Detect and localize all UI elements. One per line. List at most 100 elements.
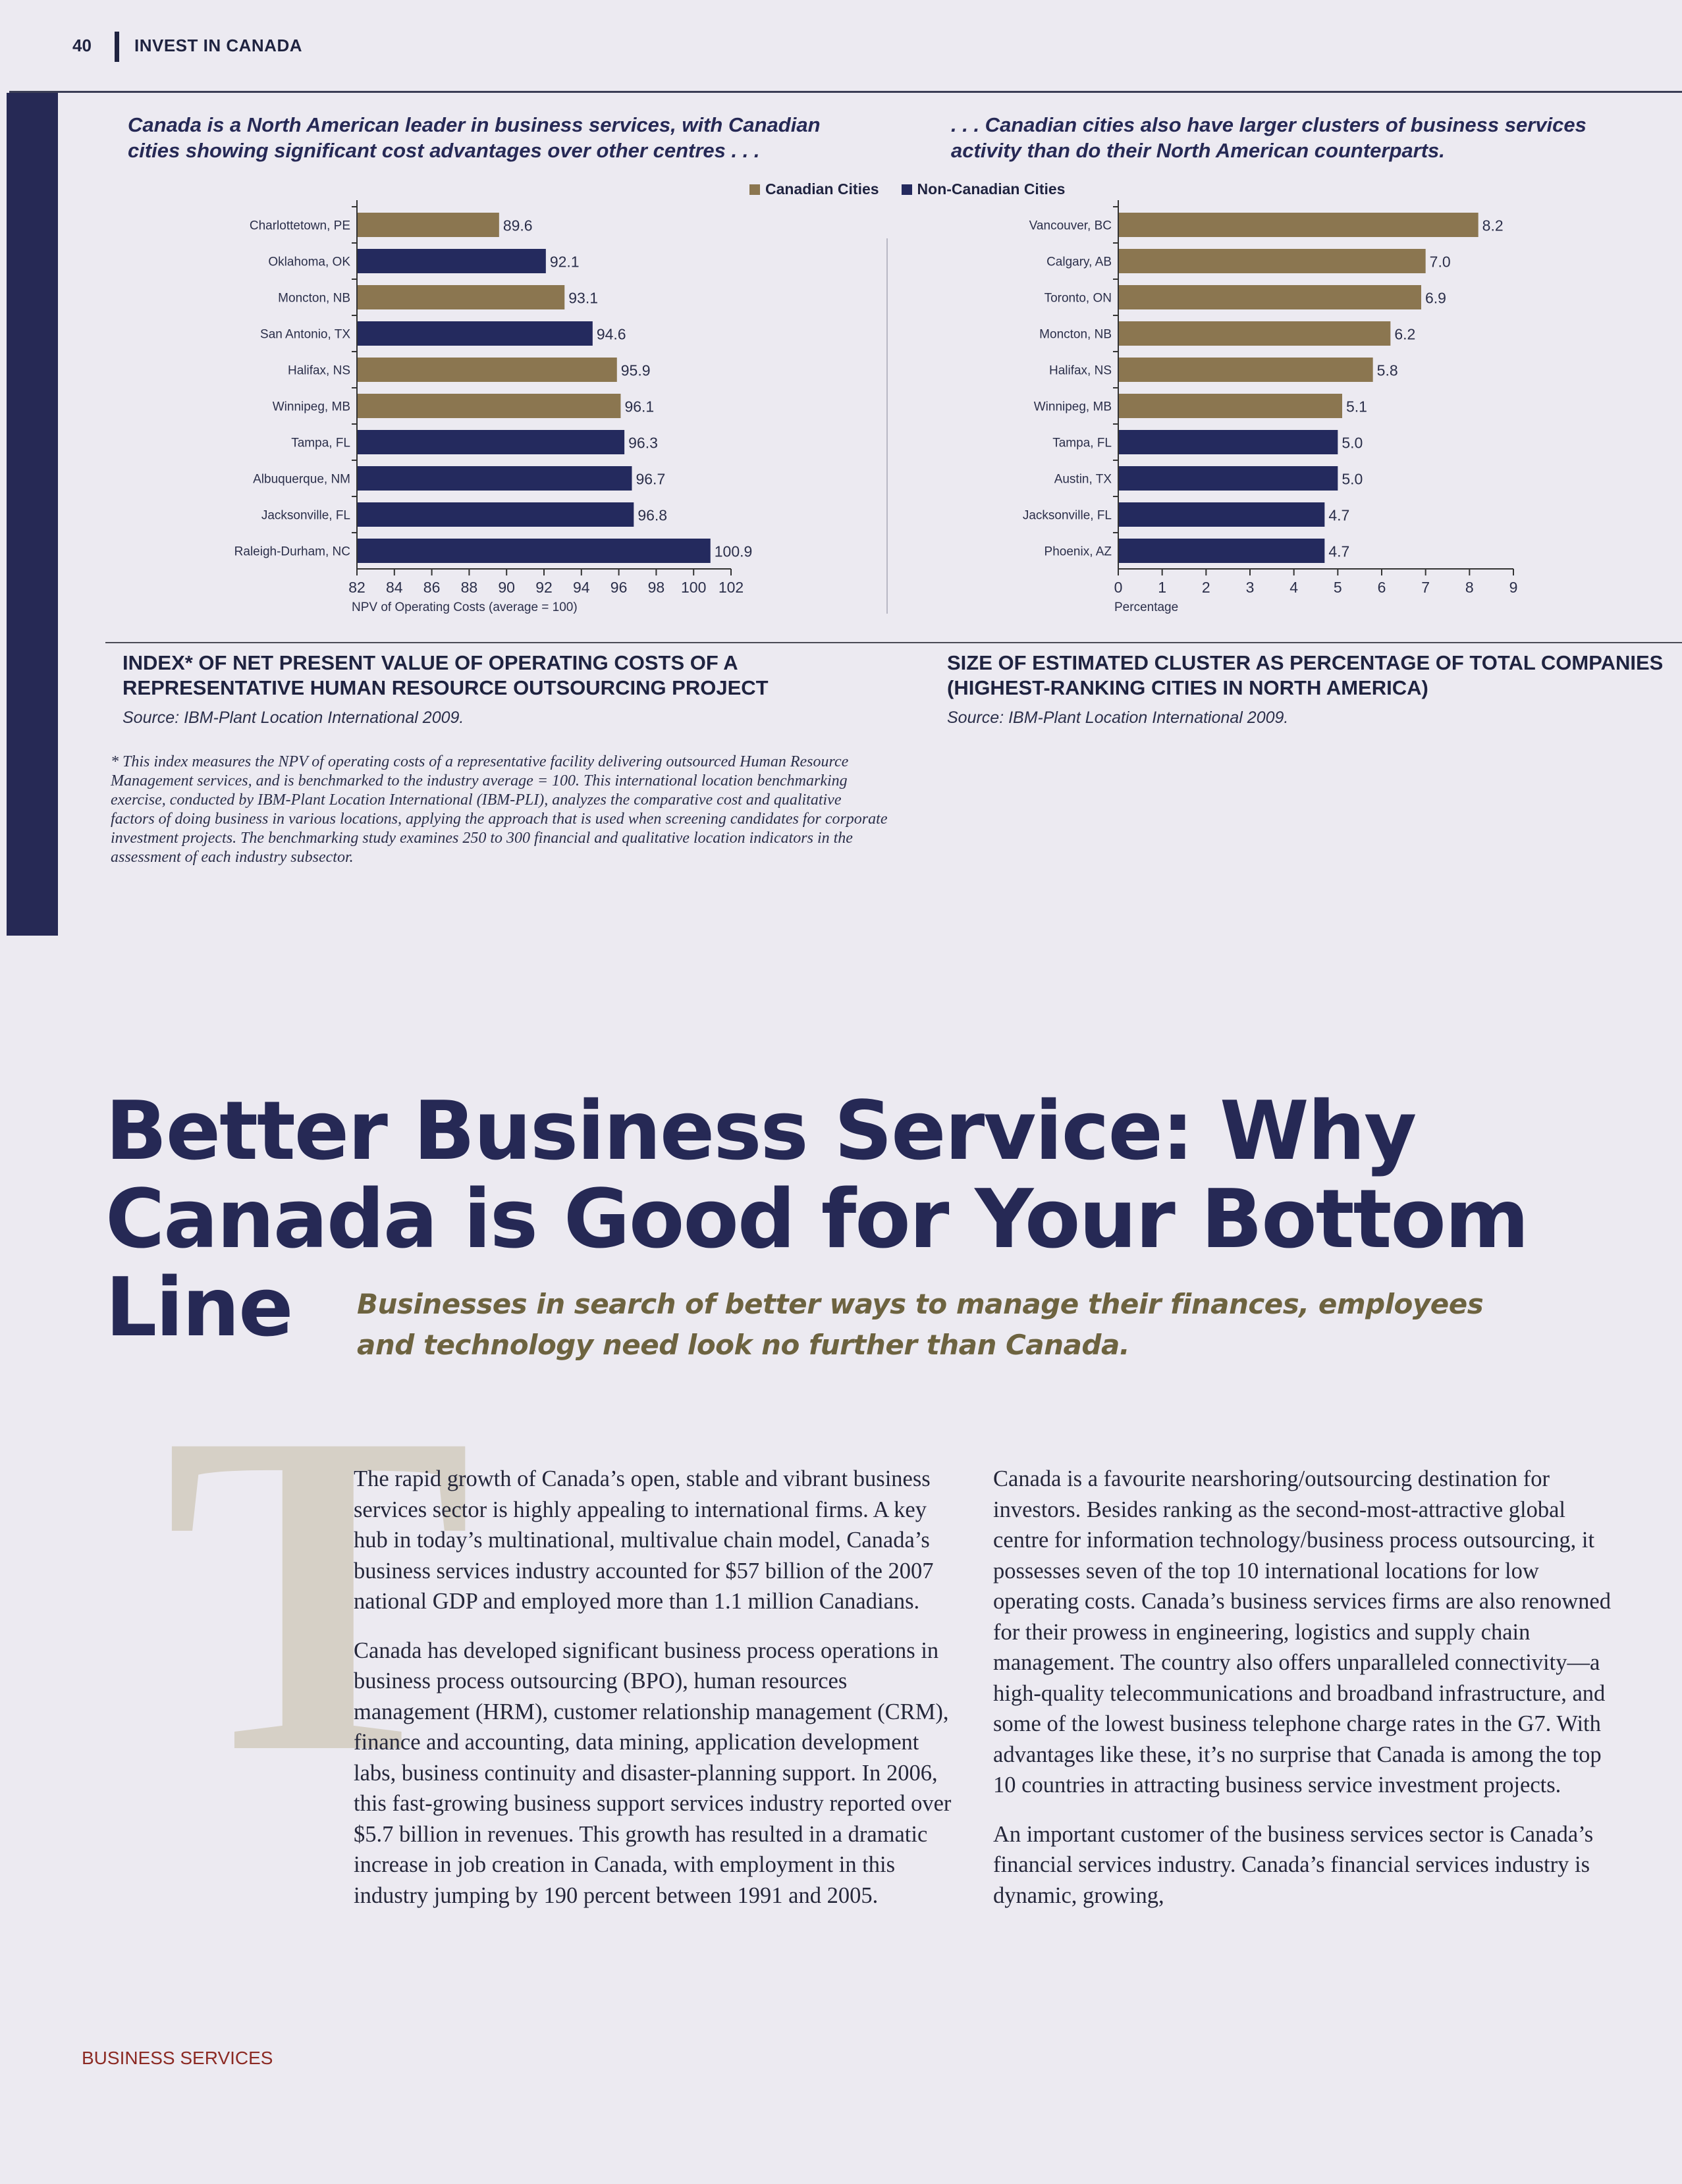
data-label: 96.8 bbox=[638, 507, 667, 524]
footer-section-label: BUSINESS SERVICES bbox=[82, 2048, 273, 2068]
x-tick-label: 86 bbox=[423, 579, 441, 596]
data-label: 4.7 bbox=[1328, 543, 1349, 560]
side-accent-bar bbox=[7, 93, 58, 936]
data-label: 89.6 bbox=[503, 217, 533, 234]
category-label: Tampa, FL bbox=[291, 437, 350, 450]
x-tick-label: 8 bbox=[1465, 579, 1474, 596]
article-column-right: Canada is a favourite nearshoring/outsou… bbox=[993, 1464, 1625, 1929]
data-label: 94.6 bbox=[597, 326, 626, 343]
bar bbox=[358, 321, 593, 346]
bar bbox=[358, 430, 625, 454]
x-tick-label: 94 bbox=[573, 579, 590, 596]
category-label: Charlottetown, PE bbox=[250, 219, 350, 233]
npv-cost-bar-chart: Charlottetown, PE 89.6 Oklahoma, OK 92.1 Mon… bbox=[234, 200, 753, 614]
chart-left-source: Source: IBM-Plant Location International… bbox=[122, 708, 464, 727]
x-tick-label: 88 bbox=[461, 579, 478, 596]
legend-swatch-non-canadian bbox=[901, 184, 912, 195]
category-label: Moncton, NB bbox=[278, 292, 350, 306]
data-label: 6.2 bbox=[1394, 326, 1415, 343]
category-label: Winnipeg, MB bbox=[1034, 400, 1112, 414]
bar bbox=[1119, 466, 1338, 491]
top-rule bbox=[9, 91, 1682, 93]
data-label: 95.9 bbox=[621, 362, 651, 379]
bar bbox=[358, 539, 711, 563]
chart-intro-right: . . . Canadian cities also have larger c… bbox=[951, 113, 1587, 162]
x-tick-label: 92 bbox=[535, 579, 553, 596]
chart-left-title: INDEX* OF NET PRESENT VALUE OF OPERATING… bbox=[122, 651, 769, 699]
legend-item-non-canadian: Non-Canadian Cities bbox=[901, 180, 1066, 198]
drop-cap: T bbox=[165, 1338, 472, 1848]
bar bbox=[358, 285, 565, 309]
category-label: Phoenix, AZ bbox=[1044, 545, 1112, 559]
data-label: 96.1 bbox=[624, 398, 654, 415]
bar bbox=[358, 502, 634, 527]
legend-label-non-canadian: Non-Canadian Cities bbox=[917, 180, 1066, 198]
category-label: Raleigh-Durham, NC bbox=[234, 545, 350, 559]
bar bbox=[1119, 502, 1325, 527]
x-tick-label: 6 bbox=[1378, 579, 1386, 596]
x-tick-label: 9 bbox=[1509, 579, 1518, 596]
category-label: Winnipeg, MB bbox=[273, 400, 350, 414]
article-headline: Better Business Service: Why Canada is G… bbox=[105, 1084, 1529, 1355]
data-label: 4.7 bbox=[1328, 507, 1349, 524]
legend-label-canadian: Canadian Cities bbox=[765, 180, 879, 198]
paragraph: Canada has developed significant busines… bbox=[354, 1638, 952, 1908]
x-axis-title: NPV of Operating Costs (average = 100) bbox=[352, 600, 578, 614]
category-label: Oklahoma, OK bbox=[268, 255, 350, 269]
footnote: * This index measures the NPV of operati… bbox=[111, 753, 888, 866]
category-label: Vancouver, BC bbox=[1029, 219, 1112, 233]
data-label: 92.1 bbox=[550, 253, 580, 271]
bar bbox=[1119, 249, 1426, 273]
data-label: 5.0 bbox=[1342, 471, 1363, 488]
bar bbox=[358, 394, 621, 418]
category-label: Tampa, FL bbox=[1052, 437, 1112, 450]
category-label: Jacksonville, FL bbox=[261, 509, 350, 523]
x-tick-label: 102 bbox=[719, 579, 744, 596]
article-subhead: Businesses in search of better ways to m… bbox=[357, 1288, 1484, 1361]
data-label: 5.1 bbox=[1346, 398, 1367, 415]
data-label: 6.9 bbox=[1425, 290, 1446, 307]
category-label: Halifax, NS bbox=[288, 364, 350, 378]
chart-right-title: SIZE OF ESTIMATED CLUSTER AS PERCENTAGE … bbox=[947, 651, 1664, 699]
category-label: Jacksonville, FL bbox=[1023, 509, 1112, 523]
x-tick-label: 82 bbox=[348, 579, 366, 596]
caption-rule bbox=[105, 642, 1682, 643]
bar bbox=[1119, 358, 1373, 382]
paragraph: The rapid growth of Canada’s open, stabl… bbox=[354, 1466, 934, 1614]
paragraph: An important customer of the business se… bbox=[993, 1821, 1594, 1908]
category-label: Halifax, NS bbox=[1049, 364, 1112, 378]
bar bbox=[1119, 394, 1342, 418]
article-column-left: The rapid growth of Canada’s open, stabl… bbox=[354, 1464, 966, 1929]
x-tick-label: 1 bbox=[1158, 579, 1166, 596]
x-tick-label: 96 bbox=[610, 579, 628, 596]
data-label: 100.9 bbox=[715, 543, 753, 560]
chart-right-source: Source: IBM-Plant Location International… bbox=[947, 708, 1289, 727]
data-label: 96.7 bbox=[636, 471, 665, 488]
category-label: Austin, TX bbox=[1054, 473, 1112, 487]
data-label: 93.1 bbox=[568, 290, 598, 307]
category-label: San Antonio, TX bbox=[260, 328, 350, 342]
bar bbox=[358, 466, 632, 491]
legend-swatch-canadian bbox=[749, 184, 760, 195]
bar bbox=[358, 358, 617, 382]
paragraph: Canada is a favourite nearshoring/outsou… bbox=[993, 1466, 1611, 1798]
bar bbox=[1119, 321, 1391, 346]
x-tick-label: 98 bbox=[648, 579, 665, 596]
cluster-size-bar-chart: Vancouver, BC 8.2 Calgary, AB 7.0 Toronto, O… bbox=[1023, 200, 1518, 614]
data-label: 5.8 bbox=[1377, 362, 1398, 379]
bar bbox=[1119, 213, 1479, 237]
category-label: Albuquerque, NM bbox=[253, 473, 350, 487]
x-tick-label: 100 bbox=[681, 579, 706, 596]
bar bbox=[358, 249, 546, 273]
category-label: Moncton, NB bbox=[1039, 328, 1112, 342]
category-label: Toronto, ON bbox=[1044, 292, 1112, 306]
header-divider bbox=[115, 32, 119, 62]
bar bbox=[1119, 285, 1421, 309]
page-number: 40 bbox=[72, 36, 92, 55]
x-tick-label: 3 bbox=[1246, 579, 1255, 596]
data-label: 5.0 bbox=[1342, 435, 1363, 452]
data-label: 7.0 bbox=[1430, 253, 1451, 271]
section-title: INVEST IN CANADA bbox=[134, 36, 303, 55]
bar bbox=[358, 213, 499, 237]
chart-intro-left: Canada is a North American leader in bus… bbox=[128, 113, 821, 162]
